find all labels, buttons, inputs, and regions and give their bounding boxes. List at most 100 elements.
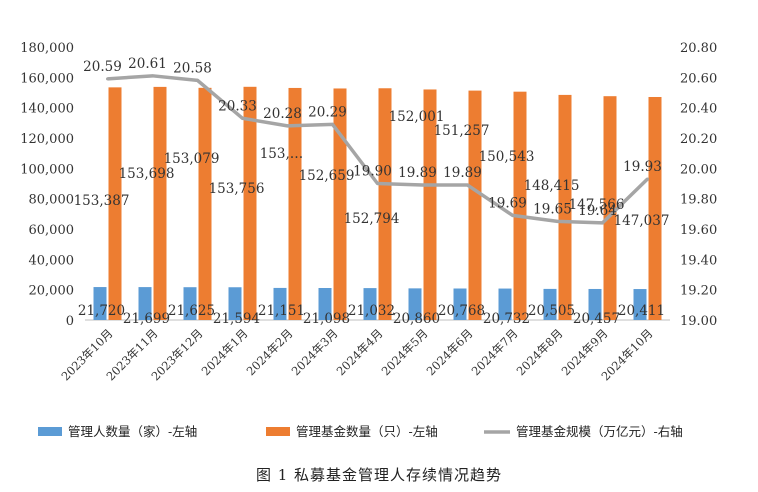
- fund-count-label: 153,698: [119, 166, 175, 182]
- category-axis: 2023年10月2023年11月2023年12月2024年1月2024年2月20…: [58, 326, 655, 383]
- legend-swatch-fund-count: [266, 427, 290, 436]
- manager-count-label: 20,411: [618, 303, 665, 319]
- manager-count-label: 20,768: [438, 303, 485, 319]
- fund-scale-point: [421, 183, 424, 187]
- fund-scale-label: 20.59: [83, 59, 122, 75]
- fund-count-bar: [513, 91, 527, 320]
- fund-scale-point: [286, 124, 289, 128]
- right-axis-tick-label: 20.80: [680, 41, 717, 56]
- manager-count-label: 21,720: [78, 303, 125, 319]
- fund-scale-point: [241, 116, 244, 120]
- manager-count-label: 21,098: [303, 311, 350, 327]
- right-axis-tick-label: 19.80: [680, 193, 717, 208]
- fund-scale-point: [601, 221, 604, 225]
- fund-scale-label: 19.65: [533, 201, 572, 217]
- right-axis-tick-label: 19.60: [680, 223, 717, 238]
- fund-count-label: 152,659: [299, 168, 355, 184]
- left-axis-tick-label: 160,000: [20, 71, 74, 86]
- fund-scale-point: [646, 177, 649, 181]
- manager-count-bar: [408, 288, 422, 320]
- category-label: 2024年2月: [244, 326, 296, 378]
- fund-scale-point: [466, 183, 469, 187]
- left-axis-tick-label: 60,000: [29, 223, 75, 238]
- left-axis-tick-label: 120,000: [20, 132, 74, 147]
- category-label: 2024年8月: [514, 326, 566, 378]
- fund-count-label: 153,756: [209, 181, 265, 197]
- category-label: 2024年3月: [289, 326, 341, 378]
- left-axis-tick-label: 100,000: [20, 162, 74, 177]
- fund-count-bar: [468, 90, 482, 320]
- manager-count-bar: [93, 287, 107, 320]
- fund-scale-label: 19.93: [623, 159, 662, 175]
- right-axis-tick-label: 19.20: [680, 284, 717, 299]
- legend-label-manager-count: 管理人数量（家）-左轴: [68, 424, 197, 439]
- right-axis-tick-label: 20.00: [680, 162, 717, 177]
- fund-scale-point: [331, 122, 334, 126]
- manager-count-bar: [363, 288, 377, 320]
- manager-count-label: 20,860: [393, 311, 440, 327]
- fund-count-bar: [558, 94, 572, 320]
- manager-count-bar: [588, 288, 602, 320]
- category-label: 2024年1月: [199, 326, 251, 378]
- manager-count-bar: [633, 289, 647, 320]
- fund-count-label: 153,387: [74, 193, 130, 209]
- manager-count-bar: [453, 288, 467, 320]
- left-axis-tick-label: 40,000: [29, 253, 75, 268]
- left-axis-tick-label: 0: [66, 314, 74, 329]
- fund-count-label: 153,…: [260, 146, 304, 162]
- fund-scale-label: 19.64: [578, 203, 617, 219]
- left-axis-tick-label: 180,000: [20, 41, 74, 56]
- left-axis: 0 20,000 40,000 60,000 80,000 100,000 120,000 1…: [20, 41, 670, 329]
- fund-scale-label: 19.69: [488, 195, 527, 211]
- manager-count-label: 21,032: [348, 303, 395, 319]
- right-axis-tick-label: 19.00: [680, 314, 717, 329]
- fund-count-bar: [198, 87, 212, 320]
- fund-count-bar: [603, 96, 617, 321]
- right-axis: 19.00 19.20 19.40 19.60 19.80 20.00 20.20 20.40…: [680, 41, 717, 329]
- manager-count-bar: [183, 287, 197, 320]
- manager-count-label: 21,625: [168, 303, 215, 319]
- fund-count-label: 150,543: [479, 149, 535, 165]
- fund-scale-point: [376, 182, 379, 185]
- legend-swatch-manager-count: [38, 427, 62, 436]
- fund-scale-label: 20.29: [308, 104, 347, 120]
- right-axis-tick-label: 20.40: [680, 102, 717, 117]
- manager-count-label: 20,732: [483, 311, 530, 327]
- fund-scale-point: [511, 213, 514, 217]
- bar-series: [93, 86, 662, 321]
- category-label: 2024年7月: [469, 326, 521, 378]
- fund-count-bar: [423, 89, 437, 320]
- fund-scale-point: [556, 219, 559, 223]
- right-axis-tick-label: 20.20: [680, 132, 717, 147]
- manager-count-bar: [498, 288, 512, 320]
- left-axis-tick-label: 20,000: [29, 284, 75, 299]
- fund-count-bar: [108, 87, 122, 320]
- fund-scale-label: 19.89: [398, 165, 437, 181]
- right-axis-tick-label: 20.60: [680, 71, 717, 86]
- fund-count-label: 148,415: [524, 178, 580, 194]
- manager-count-label: 21,699: [123, 311, 170, 327]
- fund-scale-label: 20.61: [128, 56, 167, 72]
- manager-count-label: 20,505: [528, 303, 575, 319]
- fund-scale-label: 20.58: [173, 60, 212, 76]
- fund-count-label: 147,566: [569, 197, 625, 213]
- category-label: 2024年4月: [334, 326, 386, 378]
- fund-count-label: 147,037: [614, 213, 670, 229]
- fund-count-bar: [243, 86, 257, 320]
- fund-scale-point: [196, 78, 199, 82]
- fund-count-bar: [378, 88, 392, 320]
- line-series: [106, 74, 649, 225]
- fund-scale-label: 20.28: [263, 106, 302, 122]
- fund-count-bar: [288, 87, 302, 320]
- legend-label-fund-count: 管理基金数量（只）-左轴: [296, 424, 438, 439]
- fund-count-bar: [648, 96, 662, 320]
- fund-count-label: 152,794: [344, 211, 400, 227]
- manager-count-bar: [228, 287, 242, 320]
- left-axis-tick-label: 80,000: [29, 193, 75, 208]
- manager-count-label: 20,457: [573, 311, 620, 327]
- data-labels: 21,720 153,387 20.59 21,699 153,698 20.61 21,6…: [74, 56, 670, 327]
- fund-count-bar: [153, 86, 167, 321]
- left-axis-tick-label: 140,000: [20, 102, 74, 117]
- manager-count-bar: [273, 287, 287, 320]
- category-label: 2024年5月: [379, 326, 431, 378]
